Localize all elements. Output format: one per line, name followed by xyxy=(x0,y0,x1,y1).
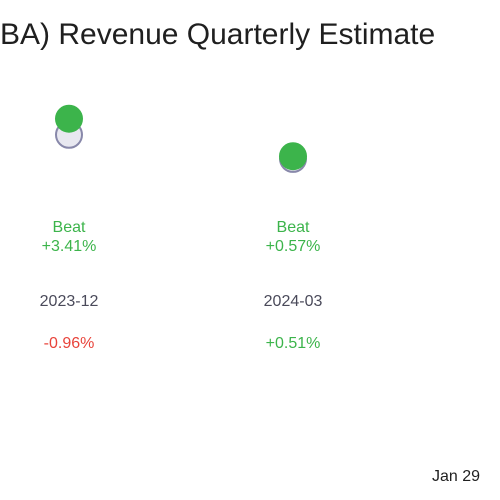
actual-point xyxy=(279,142,307,171)
actual-point xyxy=(55,104,83,133)
beat-miss-label: Beat xyxy=(53,219,86,236)
period-label: 2024-03 xyxy=(264,293,323,310)
period-label: 2023-12 xyxy=(40,293,99,310)
change-percent-label: +0.51% xyxy=(266,335,321,352)
surprise-percent-label: +0.57% xyxy=(266,238,321,255)
surprise-percent-label: +3.41% xyxy=(42,238,97,255)
change-percent-label: -0.96% xyxy=(44,335,95,352)
chart-title: BA) Revenue Quarterly Estimate xyxy=(0,18,435,51)
beat-miss-label: Beat xyxy=(277,219,310,236)
footer-date: Jan 29 xyxy=(432,468,480,485)
